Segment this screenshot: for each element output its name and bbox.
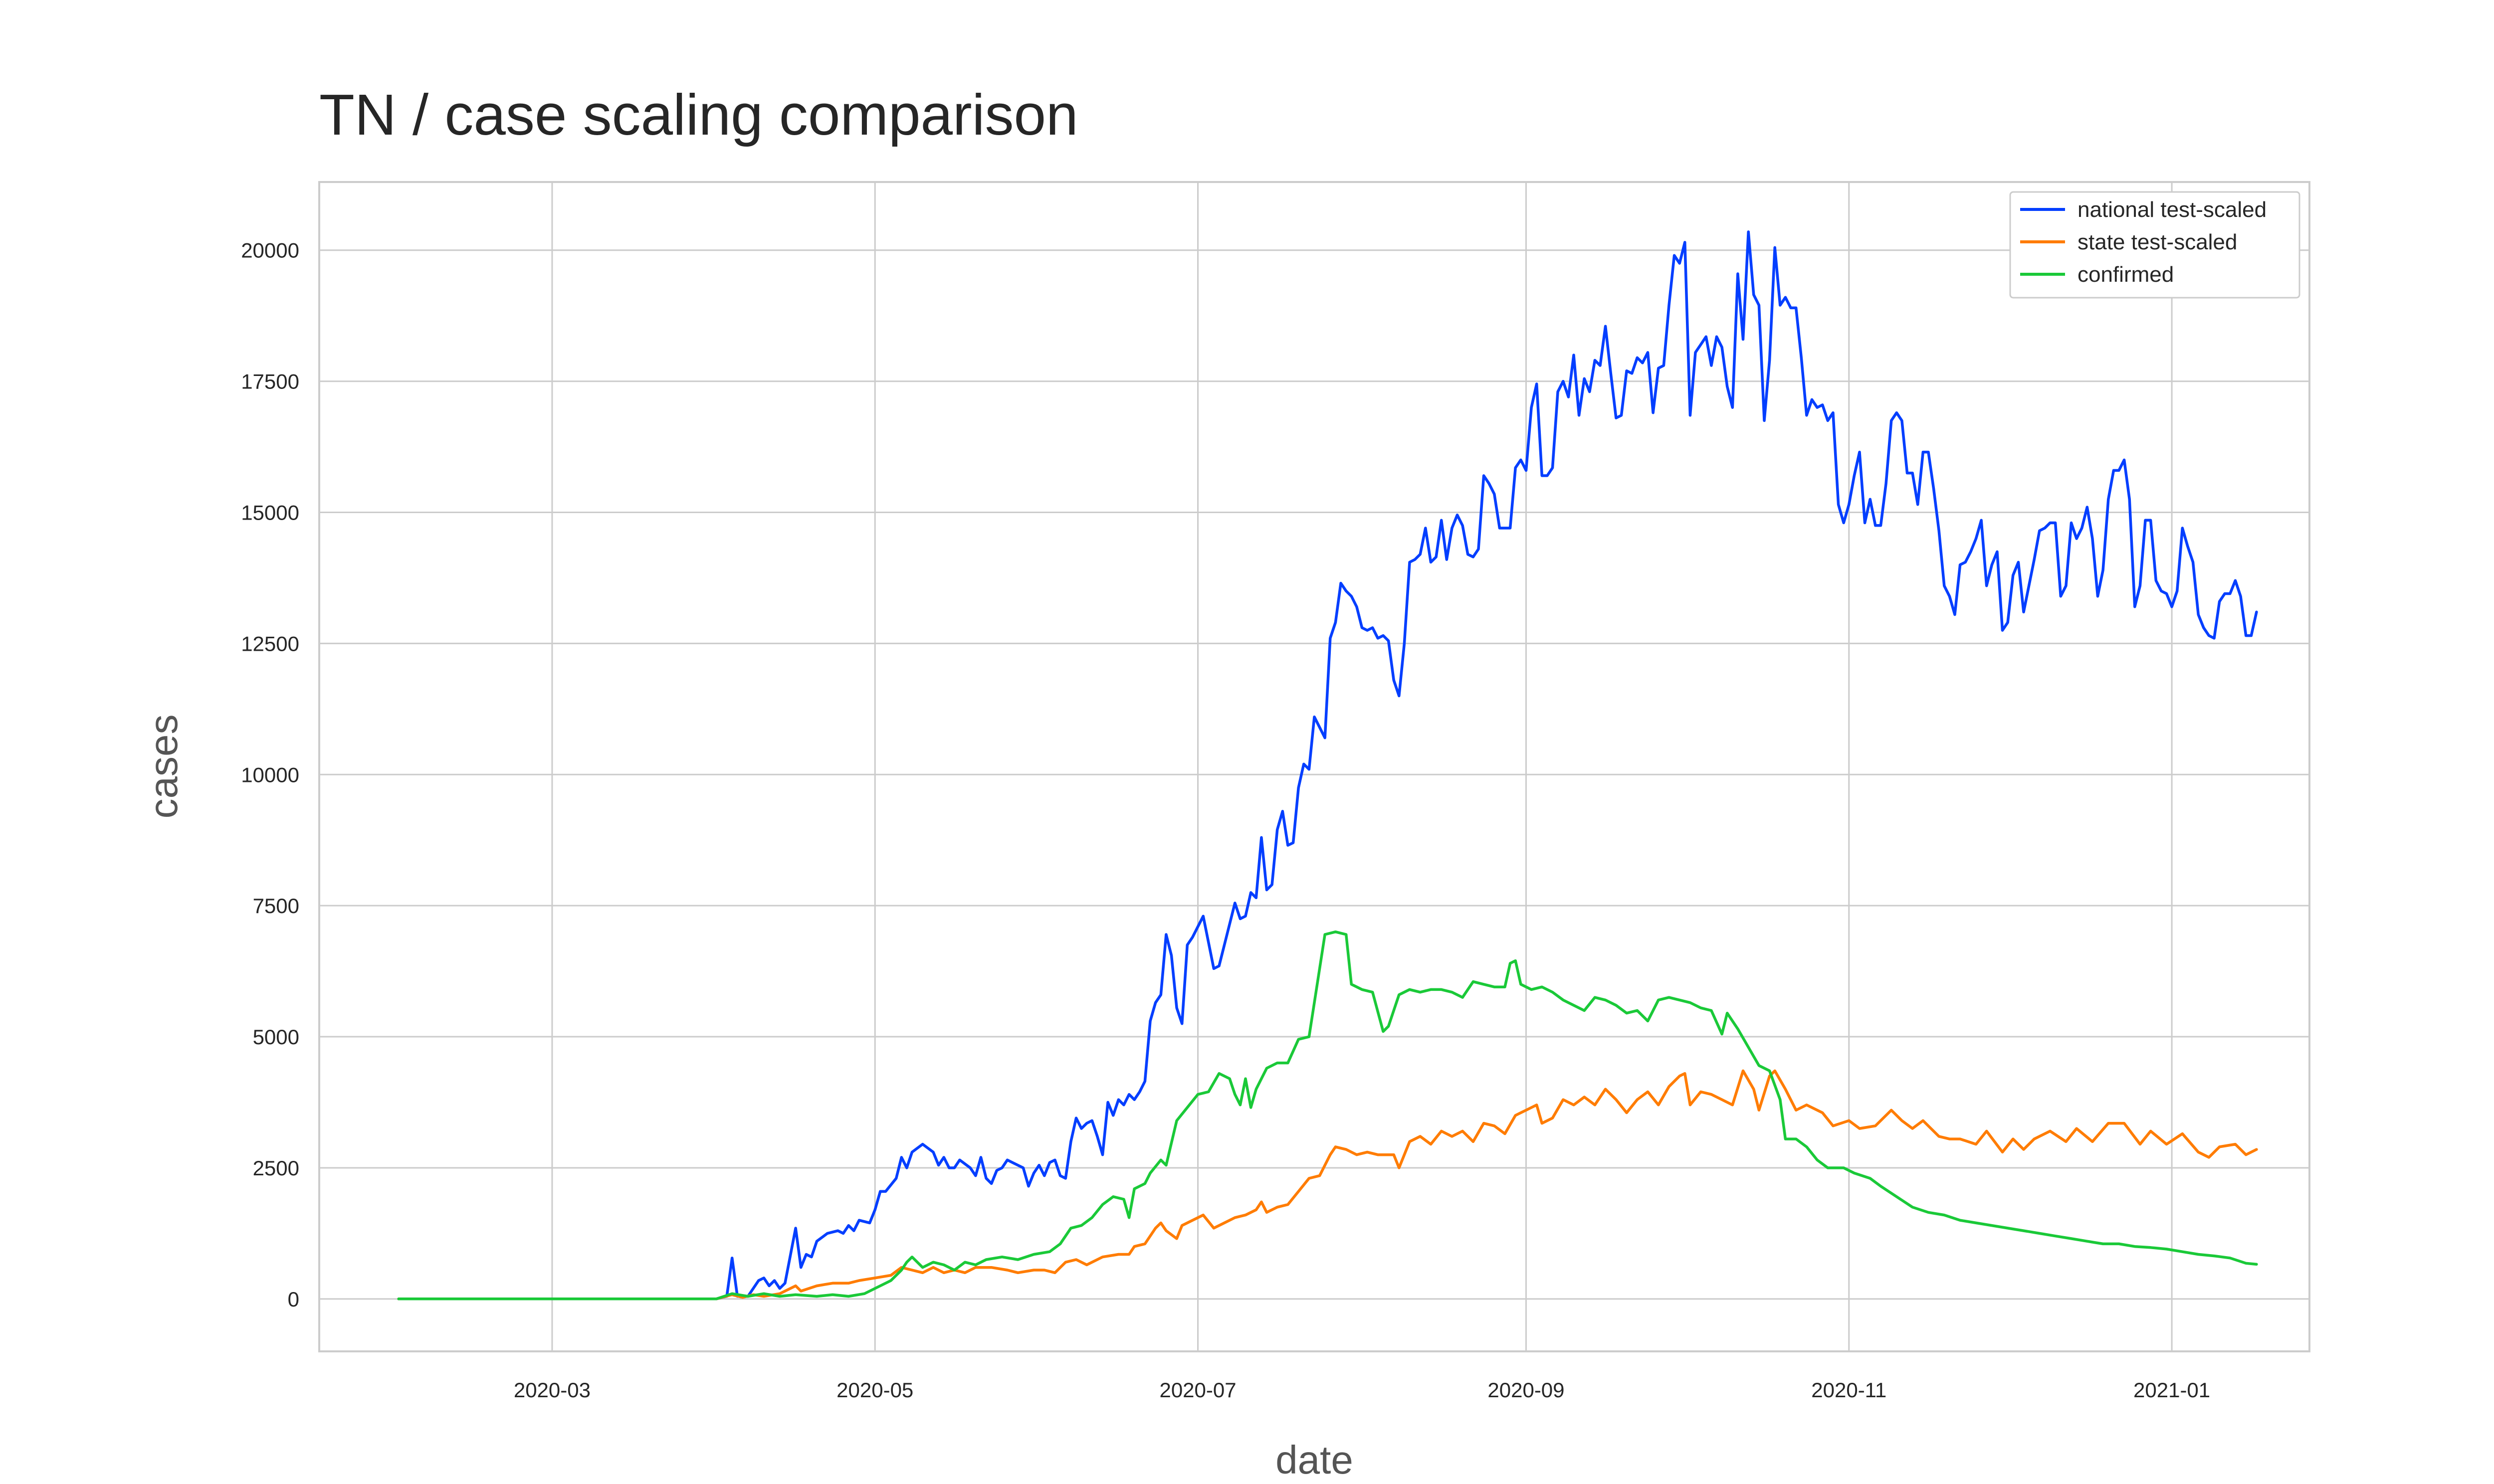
series-line-3 — [397, 930, 2258, 1300]
y-tick-label: 7500 — [253, 894, 299, 918]
legend-box — [2009, 191, 2300, 299]
y-tick-label: 15000 — [241, 501, 299, 524]
y-tick-label: 20000 — [241, 239, 299, 262]
x-tick-label: 2020-05 — [836, 1378, 913, 1402]
y-tick-label: 0 — [288, 1288, 299, 1311]
legend-label: national test-scaled — [2078, 197, 2267, 222]
y-tick-label: 2500 — [253, 1156, 299, 1180]
y-tick-label: 12500 — [241, 632, 299, 655]
x-tick-label: 2020-11 — [1811, 1378, 1886, 1402]
chart-title: TN / case scaling comparison — [319, 82, 1078, 147]
y-tick-label: 5000 — [253, 1025, 299, 1049]
series-line-1 — [397, 230, 2258, 1300]
y-tick-label: 17500 — [241, 370, 299, 393]
grid-lines — [319, 182, 2309, 1351]
legend: national test-scaled state test-scaled con… — [2009, 191, 2300, 299]
y-tick-label: 10000 — [241, 763, 299, 786]
x-tick-label: 2020-07 — [1159, 1378, 1236, 1402]
series-lines — [397, 230, 2258, 1300]
x-tick-label: 2020-09 — [1487, 1378, 1564, 1402]
legend-label: state test-scaled — [2078, 230, 2237, 254]
x-axis-ticks: 2020-03 2020-05 2020-07 2020-09 2020-11 2021-… — [514, 1378, 2210, 1402]
x-axis-label: date — [1275, 1438, 1353, 1482]
y-axis-ticks: 0 2500 5000 7500 10000 12500 15000 17500 20000 — [241, 239, 299, 1311]
x-tick-label: 2020-03 — [514, 1378, 591, 1402]
x-tick-label: 2021-01 — [2133, 1378, 2210, 1402]
plot-frame — [318, 181, 2310, 1352]
y-axis-label: cases — [141, 715, 186, 819]
legend-label: confirmed — [2078, 262, 2174, 287]
series-line-2 — [397, 1069, 2258, 1300]
